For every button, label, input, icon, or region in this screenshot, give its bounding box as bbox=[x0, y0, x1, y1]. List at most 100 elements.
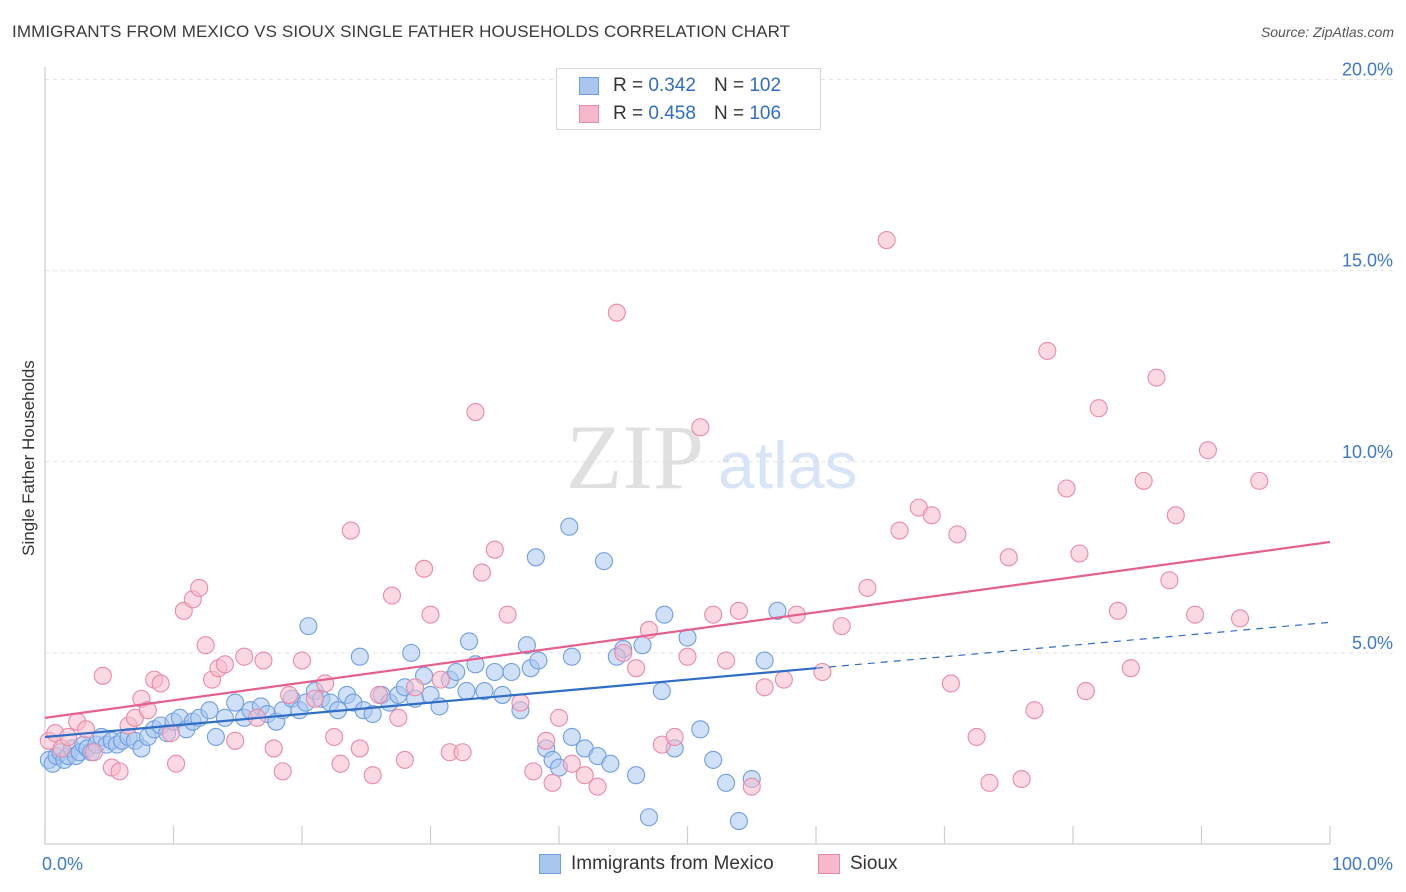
point-sioux bbox=[110, 762, 129, 781]
point-mexico bbox=[729, 812, 748, 831]
point-sioux bbox=[316, 674, 335, 693]
point-sioux bbox=[93, 666, 112, 685]
point-sioux bbox=[167, 754, 186, 773]
watermark-zip: ZIP bbox=[566, 406, 704, 508]
bottom-legend-swatch-sioux bbox=[818, 854, 840, 874]
bottom-legend-swatch-mexico bbox=[539, 854, 561, 874]
point-mexico bbox=[363, 704, 382, 724]
point-sioux bbox=[292, 651, 312, 670]
point-sioux bbox=[665, 727, 684, 747]
point-mexico bbox=[704, 750, 723, 769]
point-sioux bbox=[1070, 544, 1089, 563]
legend-r-value: 0.342 bbox=[648, 75, 696, 96]
point-mexico bbox=[562, 727, 581, 747]
point-mexico bbox=[475, 682, 494, 701]
point-sioux bbox=[350, 739, 369, 758]
y-axis-label: Single Father Households bbox=[19, 360, 38, 556]
point-sioux bbox=[77, 720, 96, 739]
point-sioux bbox=[890, 521, 909, 540]
point-sioux bbox=[190, 578, 209, 597]
point-mexico bbox=[652, 682, 671, 701]
point-sioux bbox=[948, 525, 967, 544]
point-sioux bbox=[832, 617, 851, 636]
point-sioux bbox=[235, 647, 254, 666]
point-sioux bbox=[1186, 605, 1205, 624]
point-mexico bbox=[517, 636, 536, 655]
point-sioux bbox=[59, 727, 78, 747]
point-sioux bbox=[858, 578, 877, 597]
point-sioux bbox=[1057, 479, 1076, 498]
point-mexico bbox=[655, 605, 674, 624]
point-sioux bbox=[967, 727, 986, 747]
point-mexico bbox=[594, 552, 614, 571]
point-sioux bbox=[273, 762, 292, 781]
y-tick-label: 10.0% bbox=[1342, 442, 1393, 462]
point-sioux bbox=[524, 762, 543, 781]
point-sioux bbox=[341, 521, 360, 540]
point-mexico bbox=[206, 727, 225, 747]
point-mexico bbox=[485, 662, 504, 682]
point-sioux bbox=[1025, 701, 1044, 720]
point-sioux bbox=[226, 731, 245, 750]
point-sioux bbox=[1012, 769, 1031, 789]
point-sioux bbox=[941, 674, 960, 693]
point-mexico bbox=[350, 647, 369, 666]
legend-r-label: R = bbox=[613, 75, 644, 96]
bottom-legend-mexico[interactable]: Immigrants from Mexico bbox=[539, 852, 774, 876]
tick-labels: 5.0% 10.0% 15.0% 20.0% 0.0% 100.0% bbox=[42, 60, 1393, 875]
chart-title: IMMIGRANTS FROM MEXICO VS SIOUX SINGLE F… bbox=[12, 22, 791, 41]
correlation-legend: R = 0.342 N = 102 R = 0.458 N = 106 bbox=[556, 68, 821, 130]
x-tick-label: 0.0% bbox=[42, 854, 83, 874]
point-sioux bbox=[1147, 368, 1166, 387]
trend-extension-mexico bbox=[815, 621, 1331, 669]
point-sioux bbox=[1166, 506, 1185, 525]
point-mexico bbox=[691, 720, 710, 739]
gridlines bbox=[45, 79, 1393, 654]
point-sioux bbox=[729, 601, 748, 620]
point-mexico bbox=[215, 708, 234, 727]
legend-n-value: 106 bbox=[749, 103, 782, 124]
point-sioux bbox=[389, 708, 408, 727]
trend-line-mexico bbox=[44, 667, 817, 739]
trend-lines bbox=[44, 540, 1331, 739]
point-sioux bbox=[627, 659, 646, 678]
x-tick-label: 100.0% bbox=[1332, 854, 1393, 874]
point-sioux bbox=[406, 678, 425, 697]
point-mexico bbox=[755, 651, 774, 670]
point-sioux bbox=[1121, 659, 1140, 678]
point-sioux bbox=[325, 727, 344, 747]
point-mexico bbox=[402, 643, 421, 662]
point-sioux bbox=[84, 743, 103, 762]
legend-swatch-mexico bbox=[579, 77, 599, 95]
point-mexico bbox=[560, 517, 579, 536]
point-mexico bbox=[633, 636, 652, 655]
legend-row-sioux: R = 0.458 N = 106 bbox=[579, 103, 781, 125]
point-sioux bbox=[755, 678, 774, 697]
point-sioux bbox=[1198, 441, 1217, 460]
point-mexico bbox=[447, 662, 466, 682]
point-sioux bbox=[196, 636, 215, 655]
point-sioux bbox=[280, 685, 299, 704]
point-sioux bbox=[421, 605, 440, 624]
point-sioux bbox=[562, 754, 581, 773]
point-sioux bbox=[498, 605, 517, 624]
legend-r-value: 0.458 bbox=[648, 103, 696, 124]
point-sioux bbox=[254, 651, 273, 670]
legend-n-label: N = bbox=[713, 103, 745, 124]
legend-n-label: N = bbox=[713, 75, 745, 96]
data-points bbox=[39, 230, 1269, 831]
point-sioux bbox=[415, 559, 434, 578]
point-sioux bbox=[1134, 471, 1153, 490]
point-sioux bbox=[1160, 571, 1179, 590]
point-sioux bbox=[691, 418, 710, 437]
bottom-legend-sioux[interactable]: Sioux bbox=[818, 852, 898, 876]
point-mexico bbox=[768, 601, 787, 620]
point-mexico bbox=[299, 617, 318, 636]
legend-row-mexico: R = 0.342 N = 102 bbox=[579, 75, 781, 97]
point-sioux bbox=[922, 506, 941, 525]
y-tick-label: 5.0% bbox=[1352, 633, 1393, 653]
point-sioux bbox=[395, 750, 414, 769]
legend-n-value: 102 bbox=[749, 75, 782, 96]
point-sioux bbox=[614, 643, 633, 662]
